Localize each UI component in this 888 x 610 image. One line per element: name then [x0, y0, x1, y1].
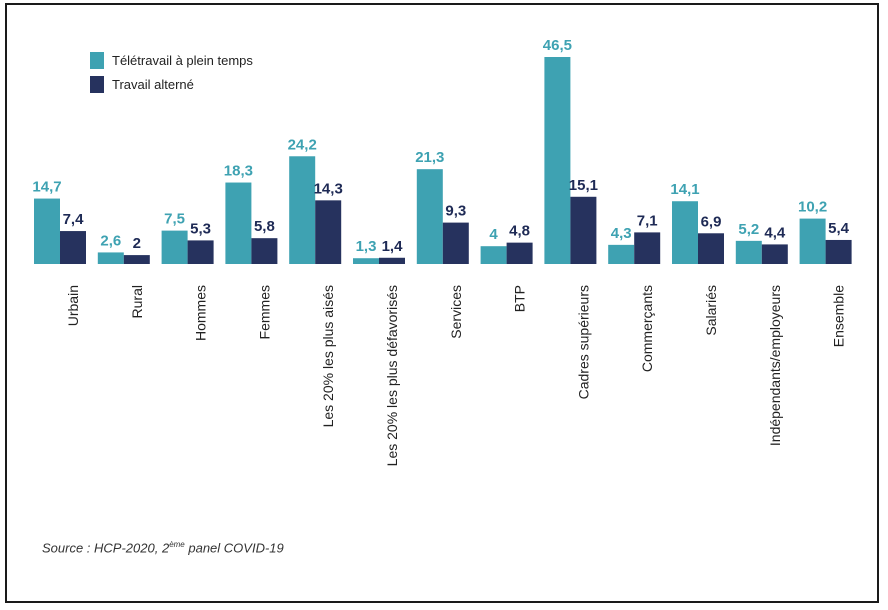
bar-s2-12: [761, 244, 788, 264]
category-label-1: Urbain: [65, 285, 81, 326]
bar-s2-11: [698, 233, 724, 264]
category-label-2: Rural: [129, 285, 145, 318]
bar-s1-10: [608, 244, 635, 264]
category-label-6: Les 20% les plus défavorisés: [384, 285, 400, 466]
bar-s1-4: [225, 182, 252, 264]
value-label-s1-3: 7,5: [164, 211, 185, 228]
bar-s1-12: [735, 240, 762, 264]
source-prefix: Source : HCP-2020, 2: [42, 540, 170, 556]
value-label-s1-4: 18,3: [224, 163, 253, 180]
value-label-s1-12: 5,2: [738, 221, 759, 238]
value-label-s2-10: 7,1: [637, 212, 658, 229]
value-label-s2-1: 7,4: [63, 211, 85, 228]
value-label-s1-6: 1,3: [356, 238, 377, 255]
value-label-s2-6: 1,4: [382, 238, 404, 255]
value-label-s1-11: 14,1: [670, 181, 699, 198]
category-labels-group: Urbain Rural Hommes Femmes Les 20% les plus …: [65, 285, 847, 467]
value-labels-group: 14,77,4 2,6 2 7,5 5,3 18,3 5,8 24,2 14,3 1,3 1,4 21…: [32, 37, 849, 255]
bar-s2-8: [506, 242, 533, 264]
value-label-s2-13: 5,4: [828, 220, 850, 237]
chart-frame: [5, 3, 879, 603]
legend-swatch-1: [90, 52, 104, 69]
category-label-10: Commerçants: [639, 285, 655, 372]
value-label-s2-3: 5,3: [190, 220, 211, 237]
value-label-s2-12: 4,4: [764, 224, 786, 241]
bar-s1-5: [289, 156, 316, 264]
value-label-s1-2: 2,6: [100, 232, 121, 249]
bar-s2-5: [315, 200, 342, 264]
legend: Télétravail à plein temps Travail alterné: [90, 52, 253, 93]
bar-s1-1: [34, 198, 60, 264]
bar-s1-7: [416, 169, 443, 264]
bar-s1-6: [353, 258, 379, 264]
category-label-5: Les 20% les plus aisés: [320, 285, 336, 427]
category-label-9: Cadres supérieurs: [575, 285, 591, 399]
bar-s2-2: [123, 255, 150, 264]
source-superscript: ème: [169, 540, 185, 549]
value-label-s1-9: 46,5: [543, 37, 572, 54]
bar-s2-9: [570, 196, 597, 264]
source-note: Source : HCP-2020, 2ème panel COVID-19: [42, 540, 284, 555]
bar-s2-1: [60, 231, 86, 264]
value-label-s2-9: 15,1: [569, 177, 598, 194]
bar-s1-11: [672, 201, 698, 264]
value-label-s2-2: 2: [133, 235, 141, 252]
bar-s2-4: [251, 238, 278, 264]
value-label-s2-5: 14,3: [314, 180, 343, 197]
bar-s1-9: [544, 57, 571, 264]
category-label-12: Indépendants/employeurs: [767, 285, 783, 446]
bar-s2-3: [187, 240, 214, 264]
value-label-s2-7: 9,3: [445, 203, 466, 220]
category-label-13: Ensemble: [831, 285, 847, 347]
bar-s1-2: [97, 252, 124, 264]
value-label-s1-10: 4,3: [611, 225, 632, 242]
bar-s2-10: [634, 232, 661, 264]
source-suffix: panel COVID-19: [184, 540, 284, 556]
legend-label-2: Travail alterné: [112, 77, 194, 92]
bar-s1-3: [161, 230, 188, 264]
value-label-s1-5: 24,2: [288, 136, 317, 153]
bar-s1-8: [480, 246, 507, 264]
value-label-s1-13: 10,2: [798, 199, 827, 216]
value-label-s2-4: 5,8: [254, 218, 275, 235]
value-label-s1-7: 21,3: [415, 149, 444, 166]
category-label-4: Femmes: [256, 285, 272, 339]
bar-s2-6: [379, 257, 405, 264]
category-label-11: Salariés: [703, 285, 719, 336]
value-label-s1-8: 4: [489, 226, 498, 243]
value-label-s2-11: 6,9: [701, 213, 722, 230]
legend-swatch-2: [90, 76, 104, 93]
value-label-s1-1: 14,7: [32, 179, 61, 196]
legend-label-1: Télétravail à plein temps: [112, 53, 253, 68]
bar-s2-13: [825, 239, 852, 264]
category-label-7: Services: [448, 285, 464, 339]
bar-s2-7: [442, 222, 469, 264]
category-label-3: Hommes: [193, 285, 209, 341]
value-label-s2-8: 4,8: [509, 223, 530, 240]
bar-s1-13: [799, 218, 826, 264]
category-label-8: BTP: [512, 285, 528, 312]
bars-group: [34, 57, 852, 264]
